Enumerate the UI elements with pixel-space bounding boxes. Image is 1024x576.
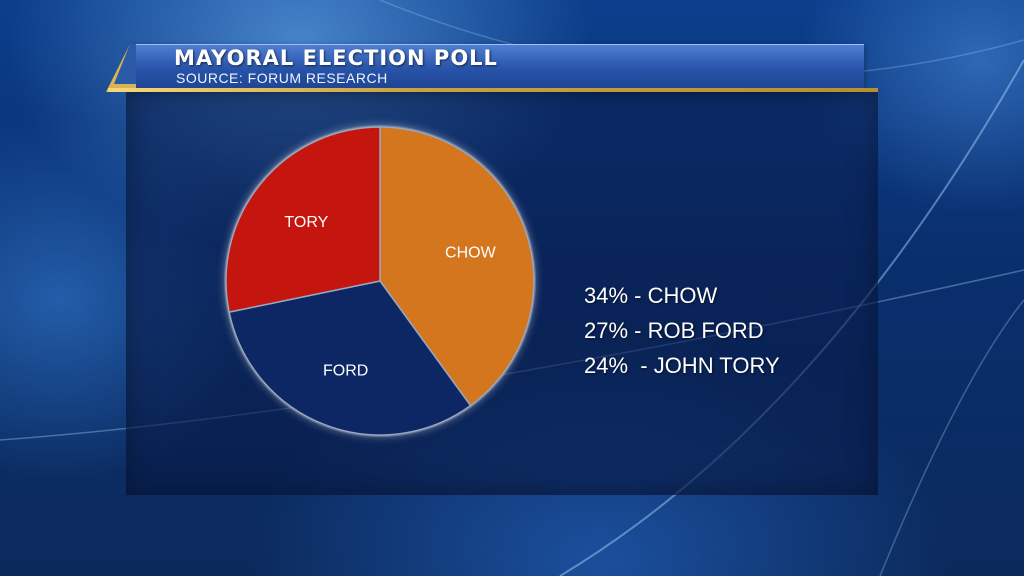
source-label: SOURCE: FORUM RESEARCH (176, 70, 388, 86)
legend-chow: 34% - CHOW (584, 283, 718, 308)
slice-label-chow: CHOW (445, 245, 497, 262)
pie-slice-ford (228, 280, 472, 436)
legend-tory: 24% - JOHN TORY (584, 353, 780, 378)
slice-label-ford: FORD (323, 363, 368, 380)
gold-rule (108, 88, 878, 92)
pie-slice-tory (225, 126, 381, 313)
slice-label-tory: TORY (284, 214, 328, 231)
chart-title: MAYORAL ELECTION POLL (174, 46, 498, 70)
pie-slice-chow (379, 126, 535, 407)
title-banner: MAYORAL ELECTION POLL SOURCE: FORUM RESE… (130, 44, 864, 89)
legend-ford: 27% - ROB FORD (584, 318, 764, 343)
banner-accent (106, 44, 136, 92)
